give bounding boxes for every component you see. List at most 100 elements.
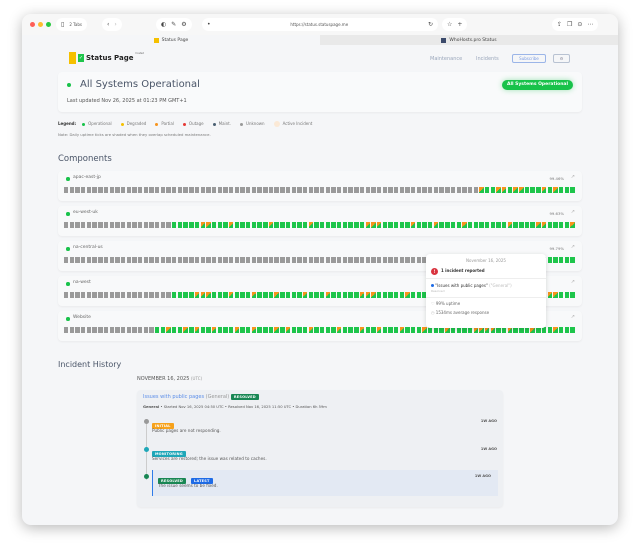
uptime-tick[interactable] [558,327,564,333]
uptime-tick[interactable] [490,222,496,228]
uptime-tick[interactable] [308,187,313,193]
uptime-tick[interactable] [382,222,387,228]
uptime-tick[interactable] [240,187,245,193]
uptime-tick[interactable] [109,257,114,263]
extension-icon[interactable]: ✎ [171,21,177,28]
uptime-tick[interactable] [211,187,217,193]
uptime-tick[interactable] [359,327,365,333]
uptime-tick[interactable] [280,292,285,298]
uptime-tick[interactable] [211,257,217,263]
uptime-tick[interactable] [496,327,501,333]
uptime-tick[interactable] [126,257,131,263]
uptime-tick[interactable] [297,327,302,333]
uptime-tick[interactable] [564,327,569,333]
uptime-tick[interactable] [302,187,308,193]
uptime-tick[interactable] [314,292,319,298]
uptime-tick[interactable] [291,292,296,298]
uptime-tick[interactable] [149,327,154,333]
uptime-tick[interactable] [64,187,69,193]
url-bar[interactable]: https://status.statuspage.me [290,22,349,27]
uptime-tick[interactable] [484,222,490,228]
uptime-tick[interactable] [132,257,137,263]
uptime-tick[interactable] [302,292,308,298]
uptime-tick[interactable] [547,327,552,333]
external-link-icon[interactable]: ↗ [570,279,575,285]
uptime-tick[interactable] [320,327,325,333]
uptime-tick[interactable] [439,327,444,333]
uptime-tick[interactable] [132,222,137,228]
uptime-tick[interactable] [393,327,399,333]
uptime-tick[interactable] [172,327,177,333]
uptime-tick[interactable] [274,222,279,228]
uptime-tick[interactable] [416,292,422,298]
back-icon[interactable]: ‹ [107,21,110,28]
uptime-tick[interactable] [240,292,245,298]
uptime-tick[interactable] [553,327,558,333]
uptime-tick[interactable] [450,222,456,228]
uptime-tick[interactable] [536,187,541,193]
uptime-tick[interactable] [376,292,382,298]
uptime-tick[interactable] [359,292,365,298]
uptime-tick[interactable] [228,187,234,193]
uptime-tick[interactable] [280,187,285,193]
uptime-tick[interactable] [450,187,456,193]
uptime-tick[interactable] [149,222,154,228]
uptime-tick[interactable] [291,327,296,333]
uptime-tick[interactable] [519,327,524,333]
uptime-tick[interactable] [115,327,120,333]
uptime-tick[interactable] [291,222,296,228]
uptime-tick[interactable] [183,257,188,263]
uptime-tick[interactable] [428,222,433,228]
uptime-tick[interactable] [81,327,86,333]
uptime-tick[interactable] [308,327,313,333]
external-link-icon[interactable]: ↗ [570,314,575,320]
uptime-tick[interactable] [553,187,558,193]
uptime-tick[interactable] [268,292,274,298]
uptime-tick[interactable] [490,327,496,333]
uptime-tick[interactable] [399,222,405,228]
uptime-tick[interactable] [172,222,177,228]
uptime-tick[interactable] [541,327,547,333]
uptime-tick[interactable] [348,222,353,228]
uptime-tick[interactable] [285,187,291,193]
uptime-tick[interactable] [166,222,171,228]
uptime-tick[interactable] [268,327,274,333]
uptime-tick[interactable] [126,222,131,228]
uptime-tick[interactable] [331,257,336,263]
uptime-tick[interactable] [433,187,439,193]
uptime-tick[interactable] [428,187,433,193]
uptime-tick[interactable] [558,257,564,263]
uptime-tick[interactable] [490,187,496,193]
uptime-tick[interactable] [228,257,234,263]
uptime-tick[interactable] [86,257,92,263]
uptime-tick[interactable] [200,327,205,333]
more-icon[interactable]: ⋯ [587,21,594,28]
uptime-tick[interactable] [263,327,268,333]
uptime-tick[interactable] [155,257,160,263]
uptime-tick[interactable] [337,222,342,228]
uptime-tick[interactable] [183,187,188,193]
uptime-tick[interactable] [240,222,245,228]
uptime-tick[interactable] [257,257,262,263]
external-link-icon[interactable]: ↗ [570,209,575,215]
uptime-tick[interactable] [462,222,467,228]
uptime-tick[interactable] [86,292,92,298]
uptime-tick[interactable] [416,187,422,193]
uptime-tick[interactable] [308,257,313,263]
uptime-tick[interactable] [359,257,365,263]
share-icon[interactable]: ⇪ [557,21,563,28]
uptime-tick[interactable] [553,292,558,298]
uptime-tick[interactable] [81,292,86,298]
uptime-tick[interactable] [189,292,194,298]
uptime-tick[interactable] [189,327,194,333]
uptime-tick[interactable] [86,187,92,193]
uptime-tick[interactable] [257,292,262,298]
uptime-tick[interactable] [257,327,262,333]
uptime-tick[interactable] [388,257,393,263]
uptime-tick[interactable] [502,222,507,228]
uptime-tick[interactable] [120,257,126,263]
uptime-tick[interactable] [206,187,211,193]
uptime-tick[interactable] [302,222,308,228]
incident-title-link[interactable]: Issues with public pages [143,394,205,400]
uptime-tick[interactable] [75,187,80,193]
